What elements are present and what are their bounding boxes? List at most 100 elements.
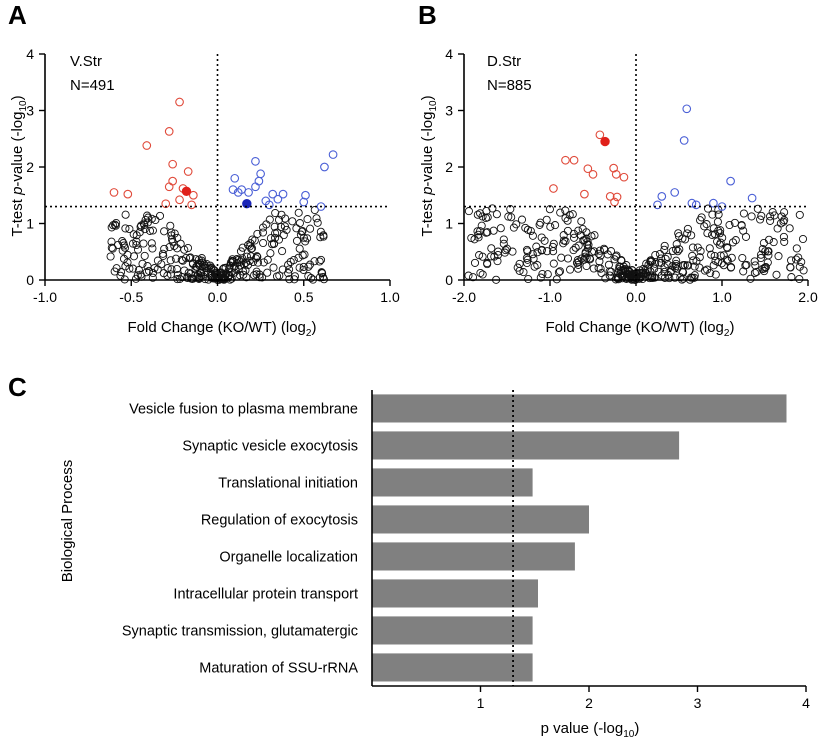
data-point-ns: [702, 220, 711, 229]
data-point-ns: [574, 260, 583, 269]
data-point-down: [612, 192, 622, 202]
data-point-ns: [690, 273, 699, 282]
data-point-ns: [140, 225, 149, 234]
data-point-down: [168, 176, 177, 186]
region-label-b: D.Str: [487, 53, 521, 70]
data-point-ns: [240, 260, 249, 269]
data-point-ns: [628, 274, 637, 283]
data-point-ns: [637, 269, 646, 278]
data-point-ns: [191, 255, 200, 264]
data-point-down: [569, 155, 579, 165]
data-point-ns: [666, 268, 675, 277]
data-point-ns: [679, 261, 688, 270]
data-point-ns: [253, 229, 262, 238]
x-tick-label: 0.0: [208, 289, 228, 305]
data-point-ns: [121, 210, 130, 219]
data-point-ns: [147, 239, 156, 248]
data-point-ns: [517, 215, 527, 224]
data-point-ns: [125, 224, 134, 234]
data-point-ns: [641, 268, 650, 277]
data-point-ns: [473, 210, 482, 219]
data-point-ns: [731, 236, 740, 245]
data-point-ns: [278, 247, 287, 256]
data-point-up: [320, 162, 329, 172]
data-point-ns: [258, 228, 268, 237]
data-point-ns: [549, 259, 558, 268]
data-point-ns: [280, 222, 289, 231]
data-point-ns: [766, 212, 775, 221]
data-point-up: [228, 185, 238, 194]
data-point-ns: [252, 252, 261, 261]
bar: [372, 579, 538, 608]
data-point-ns: [266, 249, 275, 258]
data-point-ns: [148, 273, 157, 282]
y-axis-title-b: T-test p-value (-log10): [419, 95, 439, 236]
data-point-ns: [277, 210, 286, 219]
data-point-down: [164, 127, 174, 136]
data-point-ns: [131, 274, 141, 283]
data-point-up: [653, 200, 662, 210]
data-point-down: [161, 199, 171, 209]
data-point-ns: [526, 226, 535, 236]
data-point-ns: [269, 263, 278, 272]
data-point-ns: [582, 261, 591, 271]
data-point-ns: [298, 227, 307, 236]
data-point-ns: [587, 232, 596, 241]
data-point-ns: [218, 274, 227, 284]
data-point-ns: [303, 215, 312, 224]
y-tick-label: 4: [26, 46, 34, 62]
data-point-ns: [750, 257, 759, 266]
data-point-ns: [289, 255, 298, 265]
data-point-up: [328, 150, 338, 159]
data-point-down: [175, 97, 184, 107]
axes-c: 1 2 3 4: [371, 390, 810, 711]
data-point-ns: [121, 224, 130, 233]
data-point-ns: [556, 208, 565, 217]
y-tick-label: 0: [26, 272, 34, 288]
data-point-ns: [766, 216, 775, 225]
data-point-ns: [536, 273, 545, 282]
data-point-ns: [133, 245, 143, 254]
y-axis-title-c: Biological Process: [59, 460, 76, 583]
x-tick-label: -1.0: [33, 289, 57, 305]
data-point-ns: [177, 255, 186, 264]
data-point-ns: [756, 253, 765, 263]
data-point-ns: [295, 263, 304, 272]
data-point-ns: [487, 244, 496, 253]
data-point-ns: [750, 268, 759, 277]
data-point-ns: [262, 220, 271, 229]
data-point-ns: [660, 263, 669, 272]
data-point-ns: [470, 258, 480, 267]
data-point-ns: [279, 231, 288, 240]
data-point-ns: [710, 251, 719, 261]
data-point-ns: [760, 263, 770, 272]
data-point-ns: [716, 238, 725, 247]
y-tick-label: 1: [26, 216, 34, 232]
data-point-ns: [563, 254, 573, 263]
data-point-ns: [769, 238, 778, 247]
data-point-down: [168, 159, 177, 169]
bar: [372, 616, 533, 645]
data-point-ns: [181, 253, 191, 263]
n-label-a: N=491: [70, 77, 115, 94]
data-point-ns: [234, 255, 243, 264]
data-point-ns: [574, 257, 583, 266]
data-point-ns: [167, 265, 176, 274]
data-point-ns: [563, 216, 572, 225]
bar: [372, 542, 575, 571]
data-point-up: [254, 176, 264, 186]
data-point-ns: [785, 224, 794, 233]
data-point-ns: [780, 237, 789, 246]
data-point-ns: [298, 251, 307, 260]
data-point-ns: [172, 264, 181, 274]
bar: [372, 468, 533, 497]
data-point-ns: [496, 224, 505, 233]
data-point-ns: [312, 214, 321, 223]
data-point-up: [273, 194, 283, 204]
bar: [372, 505, 589, 534]
data-point-ns: [183, 243, 193, 253]
data-point-ns: [606, 247, 616, 256]
data-point-ns: [524, 274, 533, 284]
bar: [372, 431, 680, 460]
data-point-ns: [703, 229, 712, 238]
